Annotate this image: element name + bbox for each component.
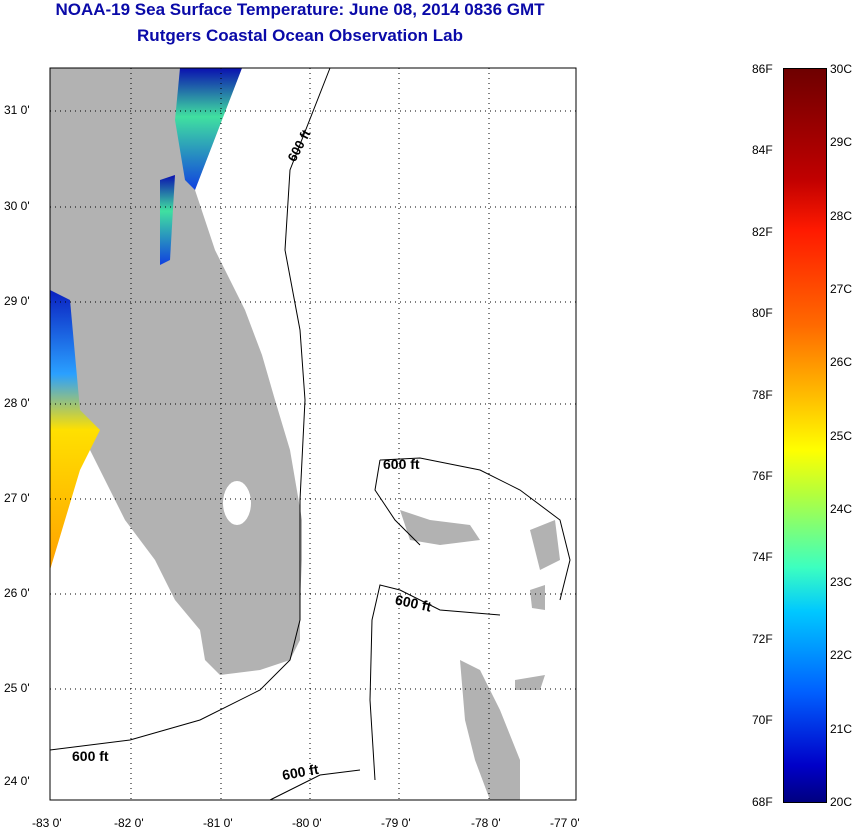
- colorbar-c-label: 24C: [830, 501, 853, 516]
- colorbar-c-label: 27C: [830, 281, 853, 296]
- colorbar-f-label: 70F: [752, 713, 773, 728]
- map-frame: [49, 67, 577, 801]
- colorbar-c-label: 22C: [830, 648, 853, 663]
- lon-label: -77 0': [550, 816, 580, 830]
- colorbar: [783, 68, 827, 803]
- lat-label: 28 0': [4, 396, 30, 410]
- lon-label: -82 0': [114, 816, 144, 830]
- colorbar-c-label: 21C: [830, 721, 853, 736]
- land-bahamas: [400, 510, 560, 800]
- lat-label: 27 0': [4, 491, 30, 505]
- lon-label: -83 0': [32, 816, 62, 830]
- colorbar-f-label: 68F: [752, 794, 773, 809]
- grid: [50, 68, 576, 800]
- colorbar-c-label: 30C: [830, 62, 853, 76]
- lat-label: 24 0': [4, 774, 30, 788]
- colorbar-f-label: 78F: [752, 387, 773, 402]
- lon-label: -78 0': [471, 816, 501, 830]
- lon-label: -79 0': [381, 816, 411, 830]
- map-title: NOAA-19 Sea Surface Temperature: June 08…: [55, 0, 545, 19]
- map-subtitle: Rutgers Coastal Ocean Observation Lab: [137, 26, 463, 45]
- colorbar-f-label: 76F: [752, 469, 773, 483]
- lat-label: 29 0': [4, 294, 30, 308]
- lat-label: 25 0': [4, 681, 30, 695]
- contour-label: 600 ft: [72, 748, 109, 764]
- lat-label: 31 0': [4, 103, 30, 117]
- contour-600ft: [49, 67, 571, 801]
- colorbar-f-label: 86F: [752, 62, 773, 76]
- lat-label: 30 0': [4, 199, 30, 213]
- colorbar-c-label: 25C: [830, 428, 853, 443]
- colorbar-c-label: 28C: [830, 208, 853, 223]
- colorbar-f-label: 82F: [752, 224, 773, 239]
- colorbar-c-label: 23C: [830, 575, 853, 590]
- land-florida: [50, 68, 302, 675]
- colorbar-f-label: 74F: [752, 550, 773, 565]
- contour-label: 600 ft: [383, 456, 420, 472]
- colorbar-c-label: 26C: [830, 355, 853, 370]
- lat-label: 26 0': [4, 586, 30, 600]
- colorbar-c-label: 20C: [830, 795, 853, 809]
- lon-label: -80 0': [292, 816, 322, 830]
- lon-label: -81 0': [203, 816, 233, 830]
- colorbar-f-label: 84F: [752, 143, 773, 158]
- colorbar-f-label: 80F: [752, 306, 773, 321]
- colorbar-c-label: 29C: [830, 135, 853, 150]
- colorbar-f-label: 72F: [752, 631, 773, 646]
